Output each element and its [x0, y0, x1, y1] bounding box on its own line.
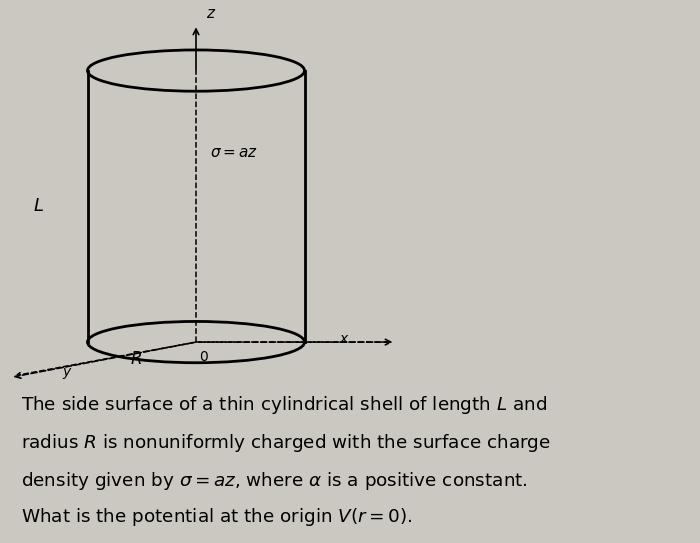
- Text: L: L: [34, 197, 43, 216]
- Text: 0: 0: [199, 350, 209, 364]
- Text: y: y: [62, 365, 71, 379]
- Text: density given by $\sigma = az$, where $\alpha$ is a positive constant.: density given by $\sigma = az$, where $\…: [21, 470, 528, 491]
- Text: x: x: [340, 332, 348, 346]
- Text: radius $R$ is nonuniformly charged with the surface charge: radius $R$ is nonuniformly charged with …: [21, 432, 551, 453]
- Text: $\sigma = az$: $\sigma = az$: [210, 144, 258, 160]
- Text: The side surface of a thin cylindrical shell of length $L$ and: The side surface of a thin cylindrical s…: [21, 394, 547, 415]
- Text: R: R: [131, 350, 142, 368]
- Text: z: z: [206, 6, 214, 21]
- Text: What is the potential at the origin $V(r = 0)$.: What is the potential at the origin $V(r…: [21, 506, 412, 528]
